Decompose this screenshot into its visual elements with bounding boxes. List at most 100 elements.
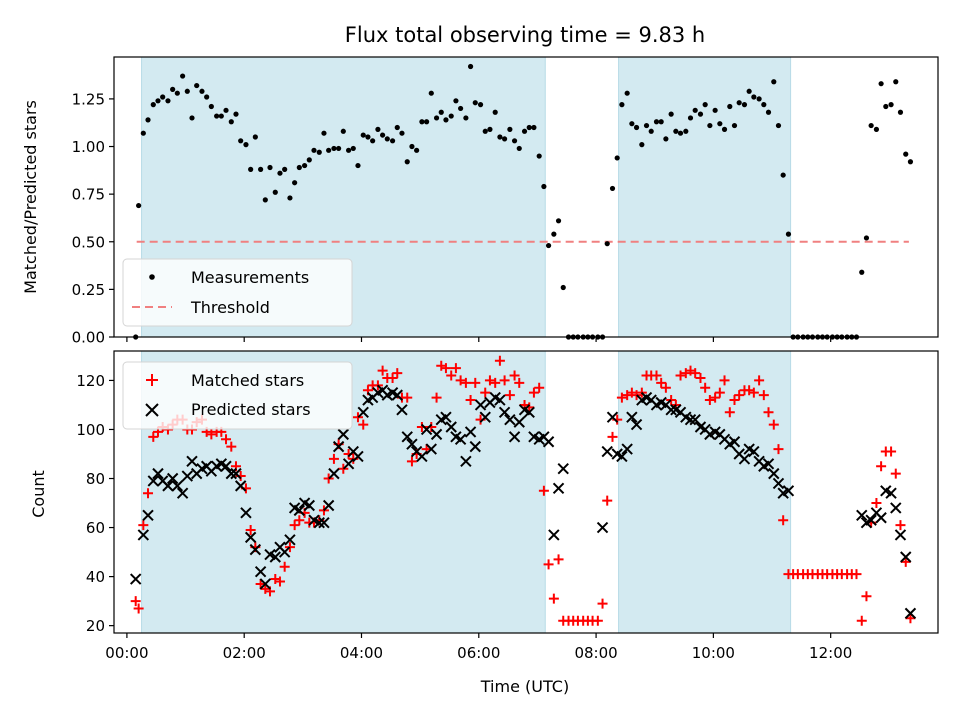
ratio-y-tick-label: 0.50: [72, 233, 105, 251]
measurement-point: [165, 98, 171, 104]
predicted-star-point: [513, 416, 525, 428]
matched-star-point: [480, 387, 491, 398]
measurement-point: [252, 134, 258, 140]
predicted-star-point: [454, 433, 467, 445]
measurement-point: [487, 126, 493, 132]
predicted-star-point: [142, 509, 154, 522]
matched-star-point: [226, 441, 237, 452]
legend-box: [122, 258, 353, 327]
matched-star-point: [538, 485, 549, 496]
measurement-point: [883, 103, 889, 110]
measurement-point: [545, 242, 552, 249]
measurement-point: [526, 124, 532, 131]
predicted-star-point: [875, 512, 887, 524]
matched-star-point: [377, 365, 388, 376]
matched-star-point: [504, 390, 515, 401]
matched-star-point: [656, 377, 667, 388]
predicted-star-point: [900, 551, 912, 563]
ratio-legend: Measurements Threshold: [122, 258, 353, 327]
predicted-star-point: [396, 404, 408, 416]
measurement-point: [228, 119, 234, 125]
measurement-point: [697, 111, 704, 117]
matched-star-point: [861, 591, 872, 602]
measurement-point: [756, 96, 762, 102]
measurement-point: [482, 128, 488, 134]
matched-star-point: [387, 372, 398, 383]
measurement-point: [423, 119, 430, 125]
predicted-star-point: [430, 428, 443, 441]
count-x-tick-label: 12:00: [809, 644, 852, 662]
matched-star-point: [660, 382, 671, 393]
measurement-point: [736, 100, 742, 106]
measurement-point: [375, 126, 381, 132]
measurement-point: [370, 138, 376, 144]
predicted-star-point: [166, 472, 179, 485]
matched-star-point: [406, 456, 417, 467]
measurement-point: [184, 88, 190, 94]
measurement-point: [507, 126, 513, 132]
measurement-point: [336, 145, 342, 152]
measurement-point: [741, 102, 748, 108]
predicted-star-point: [601, 445, 613, 458]
measurement-point: [292, 180, 298, 186]
predicted-star-point: [885, 487, 897, 499]
matched-star-point: [719, 375, 730, 386]
matched-star-point: [597, 598, 608, 609]
predicted-star-point: [865, 514, 877, 526]
matched-star-point: [274, 576, 285, 587]
predicted-star-point: [762, 458, 775, 470]
measurement-point: [673, 128, 679, 134]
matched-star-point: [446, 370, 457, 381]
measurement-point: [218, 113, 224, 119]
matched-star-point: [602, 495, 613, 506]
measurement-point: [893, 79, 899, 85]
predicted-star-point: [129, 573, 142, 585]
predicted-star-point: [162, 480, 174, 492]
predicted-star-point: [391, 389, 403, 401]
matched-star-point: [763, 407, 774, 418]
legend-marker-measurements: [149, 274, 155, 280]
measurement-point: [668, 111, 674, 117]
matched-star-point: [666, 395, 677, 406]
measurements-series: [133, 63, 914, 340]
measurement-point: [355, 162, 361, 169]
predicted-star-point: [479, 411, 491, 423]
measurement-point: [536, 153, 542, 159]
predicted-star-point: [504, 413, 516, 426]
measurement-point: [633, 124, 640, 131]
legend-label-measurements: Measurements: [191, 268, 309, 287]
measurement-point: [311, 147, 317, 153]
measurement-point: [658, 119, 664, 125]
measurement-point: [150, 102, 156, 108]
measurement-point: [384, 136, 390, 142]
matched-star-point: [695, 372, 706, 383]
measurement-point: [345, 147, 352, 153]
predicted-star-point: [284, 534, 296, 546]
count-y-tick-label: 80: [86, 470, 105, 488]
measurement-point: [560, 284, 566, 291]
count-x-tick-label: 10:00: [692, 644, 735, 662]
predicted-star-point: [234, 480, 247, 492]
matched-star-point: [392, 368, 403, 379]
measurement-point: [438, 109, 444, 115]
predicted-star-point: [728, 436, 741, 448]
predicted-star-point: [147, 475, 160, 487]
measurement-point: [174, 90, 180, 96]
matched-star-point: [509, 370, 520, 381]
ratio-panel: 0.00 0.25 0.50 0.75 1.00 1.25 Matched/Predict…: [21, 56, 939, 347]
legend-label-threshold: Threshold: [190, 298, 270, 317]
count-x-tick-label: 02:00: [223, 644, 266, 662]
measurement-point: [414, 147, 420, 153]
matched-star-point: [534, 382, 545, 393]
matched-star-point: [455, 375, 466, 386]
measurement-point: [712, 107, 718, 113]
ratio-y-tick-label: 0.75: [72, 186, 105, 204]
matched-star-point: [734, 390, 745, 401]
measurement-point: [707, 122, 713, 129]
matched-star-point: [138, 520, 149, 531]
predicted-star-point: [523, 406, 535, 419]
measurement-point: [331, 145, 337, 152]
measurement-point: [409, 143, 415, 150]
measurement-point: [780, 172, 786, 178]
predicted-star-point: [152, 467, 164, 480]
